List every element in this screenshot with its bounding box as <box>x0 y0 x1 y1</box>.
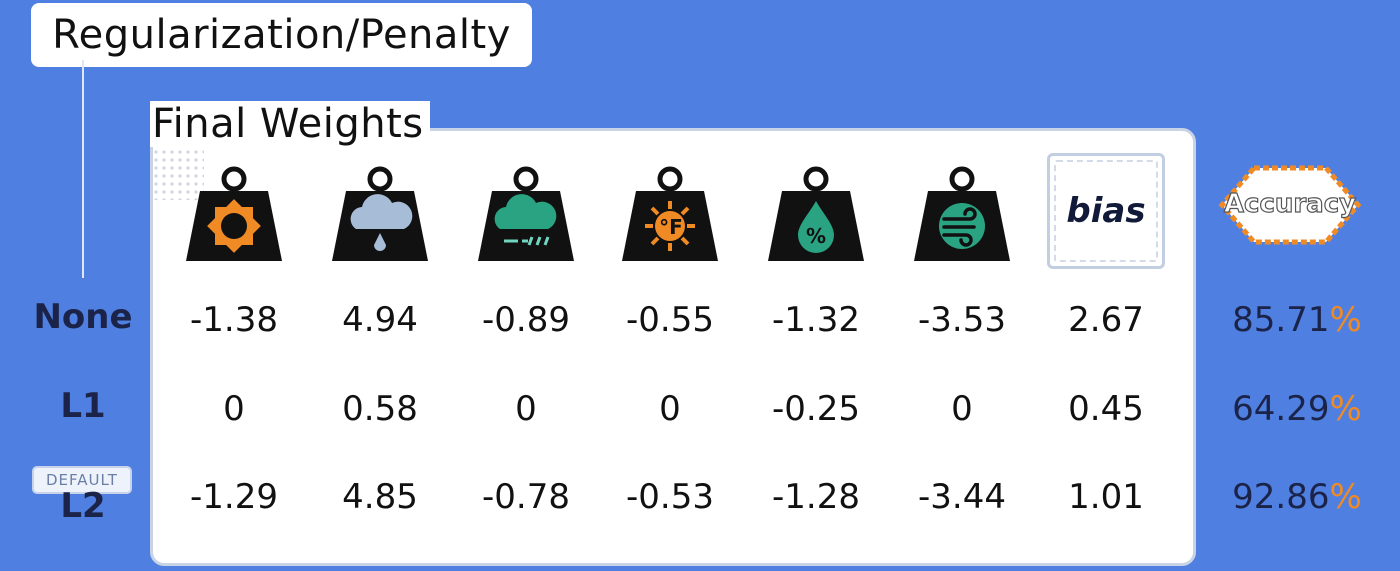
weight-l2-cloud-wind: -0.78 <box>482 477 570 517</box>
accuracy-label: Accuracy <box>1224 189 1356 219</box>
weight-l1-humidity: -0.25 <box>772 389 860 429</box>
weight-none-humidity: -1.32 <box>772 300 860 340</box>
weight-none-cloud-wind: -0.89 <box>482 300 570 340</box>
accuracy-l1: 64.29% <box>1232 389 1362 429</box>
weight-l1-cloud-wind: 0 <box>515 389 537 429</box>
accuracy-none: 85.71% <box>1232 300 1362 340</box>
weight-l1-bias: 0.45 <box>1068 389 1144 429</box>
weight-l1-sun: 0 <box>223 389 245 429</box>
weight-l1-wind: 0 <box>951 389 973 429</box>
svg-text:°F: °F <box>659 215 683 239</box>
accuracy-badge-shape <box>1218 165 1362 245</box>
weight-l2-wind: -3.44 <box>918 477 1006 517</box>
temperature-fahrenheit-weight-icon: °F <box>622 166 718 261</box>
accuracy-badge: Accuracy <box>1218 165 1362 245</box>
final-weights-label: Final Weights <box>150 101 430 147</box>
weight-none-bias: 2.67 <box>1068 300 1144 340</box>
dot-pattern-decoration <box>152 140 204 200</box>
row-label-l1: L1 <box>60 386 106 426</box>
sun-weight-icon <box>186 166 282 261</box>
weight-l2-rain: 4.85 <box>342 477 418 517</box>
title-connector-line <box>82 60 84 278</box>
weight-l1-temperature: 0 <box>659 389 681 429</box>
row-label-l2: L2 <box>60 486 106 526</box>
regularization-title: Regularization/Penalty <box>31 3 532 67</box>
humidity-percent-weight-icon: % <box>768 166 864 261</box>
weight-none-rain: 4.94 <box>342 300 418 340</box>
weight-l2-temperature: -0.53 <box>626 477 714 517</box>
svg-text:%: % <box>806 224 826 248</box>
accuracy-l2: 92.86% <box>1232 477 1362 517</box>
weight-l1-rain: 0.58 <box>342 389 418 429</box>
weight-l2-sun: -1.29 <box>190 477 278 517</box>
cloud-rain-weight-icon <box>332 166 428 261</box>
wind-weight-icon <box>914 166 1010 261</box>
weight-l2-humidity: -1.28 <box>772 477 860 517</box>
bias-label: bias <box>1066 191 1146 231</box>
weight-none-sun: -1.38 <box>190 300 278 340</box>
cloud-wind-weight-icon <box>478 166 574 261</box>
bias-tile: bias <box>1047 153 1165 269</box>
weight-none-wind: -3.53 <box>918 300 1006 340</box>
weight-none-temperature: -0.55 <box>626 300 714 340</box>
default-badge: DEFAULT <box>32 466 132 494</box>
row-label-none: None <box>33 297 133 337</box>
weight-l2-bias: 1.01 <box>1068 477 1144 517</box>
